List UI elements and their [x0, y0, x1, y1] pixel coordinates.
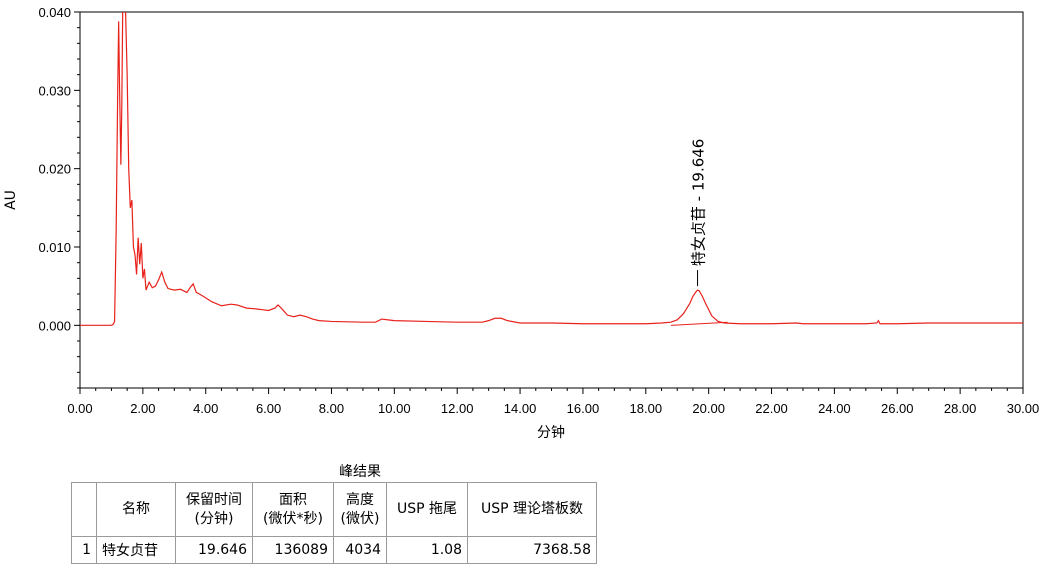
peak-label: 特女贞苷 - 19.646: [690, 139, 708, 266]
x-tick-label: 28.00: [944, 401, 977, 416]
x-tick-label: 30.00: [1007, 401, 1040, 416]
y-tick-label: 0.040: [38, 5, 71, 20]
table-row: 1 特女贞苷 19.646 136089 4034 1.08 7368.58: [71, 536, 597, 564]
header-height: 高度 (微伏): [333, 482, 387, 537]
y-tick-label: 0.000: [38, 318, 71, 333]
results-table-title: 峰结果: [339, 464, 381, 480]
chart-axes: [79, 11, 1024, 389]
cell-name: 特女贞苷: [96, 536, 176, 564]
y-tick-label: 0.010: [38, 240, 71, 255]
x-tick-label: 26.00: [881, 401, 914, 416]
x-tick-label: 4.00: [193, 401, 218, 416]
peak-results-table: 名称 保留时间 (分钟) 面积 (微伏*秒) 高度 (微伏) USP 拖尾 USP 理…: [71, 482, 597, 564]
x-axis-label: 分钟: [537, 424, 565, 441]
x-tick-label: 14.00: [504, 401, 537, 416]
cell-retention-time: 19.646: [175, 536, 253, 564]
header-name: 名称: [96, 482, 176, 537]
x-tick-label: 8.00: [319, 401, 344, 416]
x-tick-label: 12.00: [441, 401, 474, 416]
x-tick-label: 18.00: [630, 401, 663, 416]
x-axis-ticks: 0.00 2.00 4.00 6.00 8.00 10.00 12.00 14.00 16.00…: [67, 388, 1039, 416]
table-header-row: 名称 保留时间 (分钟) 面积 (微伏*秒) 高度 (微伏) USP 拖尾 USP 理…: [71, 482, 597, 537]
y-tick-label: 0.030: [38, 83, 71, 98]
chromatogram-chart: 0.00 2.00 4.00 6.00 8.00 10.00 12.00 14.00 16.00…: [3, 5, 1039, 441]
cell-height: 4034: [333, 536, 387, 564]
header-area: 面积 (微伏*秒): [252, 482, 334, 537]
x-tick-label: 20.00: [692, 401, 725, 416]
x-tick-label: 0.00: [67, 401, 92, 416]
cell-usp-tailing: 1.08: [386, 536, 468, 564]
x-tick-label: 24.00: [818, 401, 851, 416]
header-usp-tailing: USP 拖尾: [386, 482, 468, 537]
x-tick-label: 16.00: [567, 401, 600, 416]
x-tick-label: 6.00: [256, 401, 281, 416]
y-tick-label: 0.020: [38, 162, 71, 177]
plot-frame: [79, 11, 1024, 389]
x-tick-label: 2.00: [130, 401, 155, 416]
x-tick-label: 22.00: [755, 401, 788, 416]
x-tick-label: 10.00: [378, 401, 411, 416]
peak-baseline: [670, 321, 728, 326]
cell-area: 136089: [252, 536, 334, 564]
cell-index: 1: [71, 536, 97, 564]
y-axis-label: AU: [3, 190, 19, 210]
header-usp-plates: USP 理论塔板数: [467, 482, 597, 537]
header-index: [71, 482, 97, 537]
header-retention-time: 保留时间 (分钟): [175, 482, 253, 537]
cell-usp-plates: 7368.58: [467, 536, 597, 564]
chromatogram-trace: [80, 12, 1023, 326]
y-axis-ticks: 0.000 0.010 0.020 0.030 0.040: [38, 5, 80, 389]
chromatogram-trace-layer: 特女贞苷 - 19.646: [80, 12, 1023, 326]
